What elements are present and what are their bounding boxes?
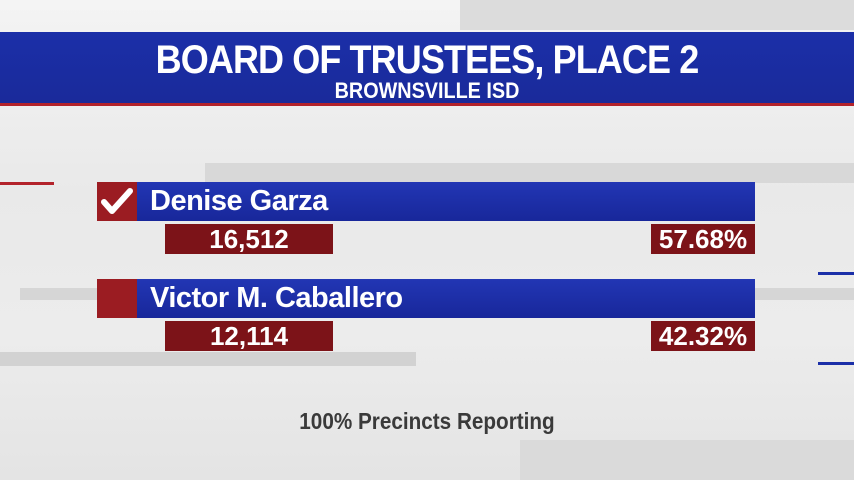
header: BOARD OF TRUSTEES, PLACE 2 BROWNSVILLE I… bbox=[0, 32, 854, 106]
title: BOARD OF TRUSTEES, PLACE 2 bbox=[155, 38, 700, 82]
decor bbox=[0, 182, 54, 185]
decor bbox=[520, 440, 854, 480]
decor bbox=[0, 352, 416, 366]
name-bar: Denise Garza bbox=[137, 182, 755, 221]
subtitle: BROWNSVILLE ISD bbox=[334, 78, 520, 103]
vote-percent: 57.68% bbox=[651, 224, 755, 254]
name-bar: Victor M. Caballero bbox=[137, 279, 755, 318]
candidate-row: Denise Garza 16,512 57.68% bbox=[97, 182, 755, 254]
decor bbox=[205, 163, 854, 183]
vote-count: 12,114 bbox=[165, 321, 333, 351]
vote-percent: 42.32% bbox=[651, 321, 755, 351]
vote-count: 16,512 bbox=[165, 224, 333, 254]
winner-flag bbox=[97, 279, 137, 318]
checkmark bbox=[101, 188, 133, 214]
decor bbox=[818, 362, 854, 365]
candidate-name: Victor M. Caballero bbox=[150, 282, 403, 314]
candidate-row: Victor M. Caballero 12,114 42.32% bbox=[97, 279, 755, 351]
decor bbox=[818, 272, 854, 275]
footer: 100% Precincts Reporting bbox=[299, 408, 555, 434]
candidate-name: Denise Garza bbox=[150, 185, 328, 217]
winner-flag bbox=[97, 182, 137, 221]
decor bbox=[460, 0, 854, 30]
